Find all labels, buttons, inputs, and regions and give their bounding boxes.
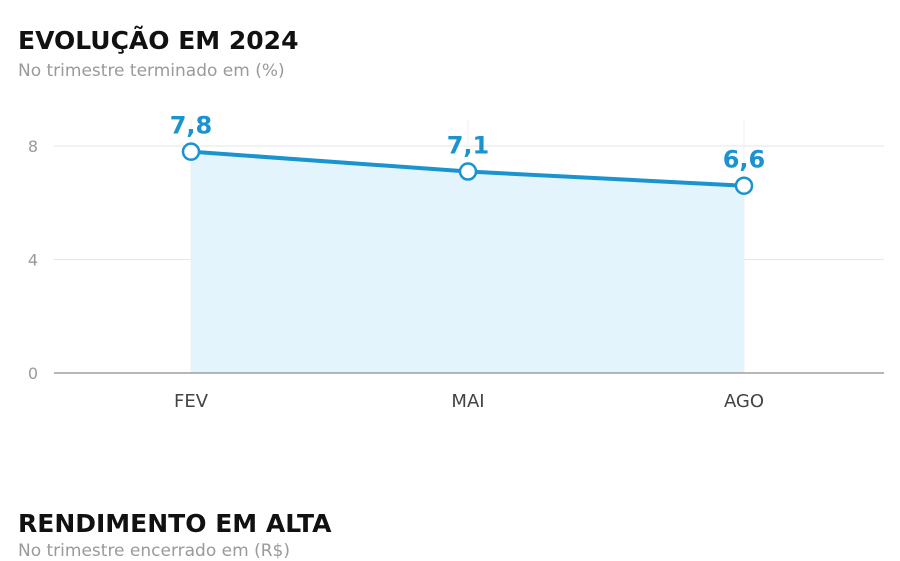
- x-tick-labels: FEV MAI AGO: [174, 391, 764, 412]
- data-labels: 7,8 7,1 6,6: [170, 112, 766, 174]
- area-fill: [191, 151, 744, 373]
- x-tick-label-fev: FEV: [174, 391, 209, 412]
- data-label-ago: 6,6: [723, 146, 766, 174]
- data-point-ago: [734, 176, 754, 195]
- data-point-mai: [458, 162, 478, 181]
- second-chart-title: RENDIMENTO EM ALTA: [18, 509, 332, 538]
- data-point-fev: [181, 142, 201, 161]
- x-tick-label-mai: MAI: [451, 391, 484, 412]
- y-tick-label: 4: [28, 251, 38, 270]
- chart-title: EVOLUÇÃO EM 2024: [18, 26, 299, 55]
- second-chart-subtitle: No trimestre encerrado em (R$): [18, 541, 290, 561]
- line-chart: 7,8 7,1 6,6 0 4 8 FEV MAI AGO: [28, 112, 884, 412]
- data-label-mai: 7,1: [447, 132, 490, 160]
- y-tick-label: 0: [28, 364, 38, 383]
- y-tick-label: 8: [28, 137, 38, 156]
- y-tick-labels: 0 4 8: [28, 137, 38, 383]
- data-points: [181, 142, 754, 195]
- chart-subtitle: No trimestre terminado em (%): [18, 61, 285, 81]
- x-tick-label-ago: AGO: [724, 391, 764, 412]
- area-fill-layer: [191, 151, 744, 373]
- data-label-fev: 7,8: [170, 112, 213, 140]
